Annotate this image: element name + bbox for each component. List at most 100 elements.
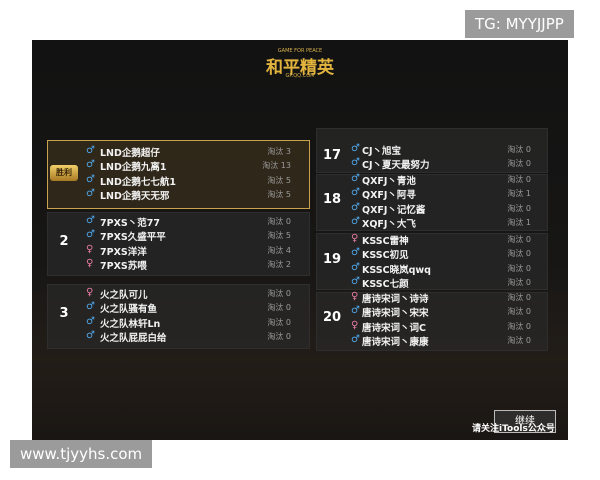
gender-icon: ♀ xyxy=(86,287,94,298)
player-name: CJ丶旭宝 xyxy=(362,146,402,157)
kill-count: 淘汰 1 xyxy=(507,217,531,227)
team-rank: 2 xyxy=(59,234,69,250)
kill-count: 淘汰 0 xyxy=(507,235,531,244)
team-rank: 19 xyxy=(322,252,342,268)
gender-icon: ♂ xyxy=(351,143,360,154)
player-name: 火之队骚有鱼 xyxy=(100,304,158,316)
gender-icon: ♂ xyxy=(351,275,360,287)
kill-count: 淘汰 0 xyxy=(267,303,291,313)
player-name: 火之队可儿 xyxy=(100,290,148,301)
team-rank: 17 xyxy=(322,148,342,164)
gender-icon: ♂ xyxy=(86,187,95,199)
player-name: 唐诗宋词丶宋宋 xyxy=(362,308,429,320)
kill-count: 淘汰 0 xyxy=(507,335,531,345)
player-name: KSSC初见 xyxy=(362,250,409,262)
kill-count: 淘汰 0 xyxy=(267,317,291,327)
footer-note: 请关注iTools公众号 xyxy=(472,424,555,434)
gender-icon: ♂ xyxy=(86,301,95,313)
player-name: KSSC晓岚qwq xyxy=(362,264,431,276)
kill-count: 淘汰 0 xyxy=(507,277,531,287)
gender-icon: ♂ xyxy=(351,305,360,317)
gender-icon: ♂ xyxy=(351,333,360,345)
watermark: www.tjyyhs.com xyxy=(10,440,153,468)
gender-icon: ♂ xyxy=(86,315,95,327)
player-name: LND企鹅七七航1 xyxy=(100,176,177,188)
player-name: 唐诗宋词丶康康 xyxy=(362,336,429,348)
gender-icon: ♂ xyxy=(86,229,95,241)
team-rank: 3 xyxy=(59,306,69,322)
gender-icon: ♀ xyxy=(86,243,94,255)
kill-count: 淘汰 0 xyxy=(507,159,531,169)
gender-icon: ♀ xyxy=(351,233,359,244)
player-name: 7PXS久盛平平 xyxy=(100,232,166,244)
kill-count: 淘汰 0 xyxy=(507,203,531,213)
logo-url: GP.QQ.COM xyxy=(285,73,315,79)
kill-count: 淘汰 3 xyxy=(267,147,291,156)
gender-icon: ♀ xyxy=(351,291,359,302)
gender-icon: ♂ xyxy=(86,159,95,171)
continue-button[interactable]: 继续 xyxy=(494,410,556,433)
player-name: QXFJ丶记忆酱 xyxy=(362,204,426,216)
kill-count: 淘汰 0 xyxy=(507,263,531,273)
gender-icon: ♂ xyxy=(86,215,95,226)
kill-count: 淘汰 5 xyxy=(267,175,291,185)
gender-icon: ♂ xyxy=(351,215,360,227)
kill-count: 淘汰 0 xyxy=(267,217,291,226)
player-name: CJ丶夏天最努力 xyxy=(362,160,430,172)
player-name: 火之队屁屁白给 xyxy=(100,332,167,344)
team-card xyxy=(47,284,310,349)
victory-badge: 胜利 xyxy=(50,165,78,182)
player-name: QXFJ丶阿寻 xyxy=(362,190,416,202)
gender-icon: ♂ xyxy=(351,201,360,213)
team-card xyxy=(47,212,310,276)
kill-count: 淘汰 0 xyxy=(507,175,531,184)
kill-count: 淘汰 0 xyxy=(507,145,531,154)
gender-icon: ♂ xyxy=(351,261,360,273)
kill-count: 淘汰 0 xyxy=(507,321,531,331)
kill-count: 淘汰 13 xyxy=(262,161,291,171)
kill-count: 淘汰 0 xyxy=(267,289,291,298)
gender-icon: ♀ xyxy=(86,257,94,269)
gender-icon: ♀ xyxy=(351,319,359,331)
gender-icon: ♂ xyxy=(86,145,95,156)
kill-count: 淘汰 0 xyxy=(507,293,531,302)
gender-icon: ♂ xyxy=(86,329,95,341)
team-rank: 20 xyxy=(322,310,342,326)
player-name: LND企鹅超仔 xyxy=(100,148,160,159)
player-name: 7PXS丶范77 xyxy=(100,218,160,229)
player-name: 唐诗宋词丶词C xyxy=(362,322,426,334)
gender-icon: ♂ xyxy=(86,173,95,185)
team-rank: 18 xyxy=(322,192,342,208)
player-name: 唐诗宋词丶诗诗 xyxy=(362,294,429,305)
kill-count: 淘汰 0 xyxy=(507,307,531,317)
player-name: 7PXS洋洋 xyxy=(100,246,147,258)
team-card xyxy=(47,140,310,209)
kill-count: 淘汰 1 xyxy=(507,189,531,199)
kill-count: 淘汰 0 xyxy=(507,249,531,259)
team-card xyxy=(316,128,548,173)
logo-title: 和平精英 xyxy=(266,58,334,78)
player-name: QXFJ丶青池 xyxy=(362,176,416,187)
player-name: LND企鹅天无邪 xyxy=(100,190,170,202)
player-name: LND企鹅九离1 xyxy=(100,162,167,174)
kill-count: 淘汰 5 xyxy=(267,189,291,199)
logo-tagline: GAME FOR PEACE xyxy=(277,48,323,54)
team-card xyxy=(316,174,548,231)
player-name: XQFJ丶大飞 xyxy=(362,218,416,230)
gender-icon: ♂ xyxy=(351,187,360,199)
team-card xyxy=(316,292,548,351)
gender-icon: ♂ xyxy=(351,173,360,184)
player-name: 7PXS苏喂 xyxy=(100,260,147,272)
player-name: KSSC雷神 xyxy=(362,236,409,247)
player-name: 火之队林轩Ln xyxy=(100,318,161,330)
player-name: KSSC七颜 xyxy=(362,278,409,290)
kill-count: 淘汰 5 xyxy=(267,231,291,241)
gender-icon: ♂ xyxy=(351,247,360,259)
gender-icon: ♂ xyxy=(351,157,360,169)
watermark: TG: MYYJJPP xyxy=(465,10,574,38)
team-card xyxy=(316,233,548,290)
kill-count: 淘汰 4 xyxy=(267,245,291,255)
kill-count: 淘汰 0 xyxy=(267,331,291,341)
kill-count: 淘汰 2 xyxy=(267,259,291,269)
